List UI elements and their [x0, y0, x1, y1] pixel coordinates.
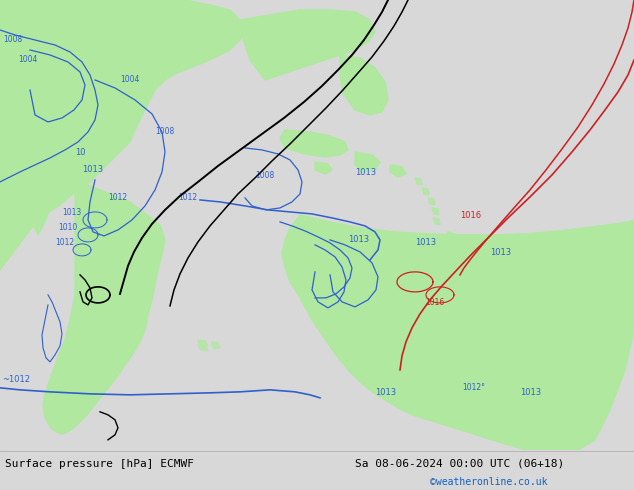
Text: 1013: 1013 — [490, 248, 511, 257]
Text: 1004: 1004 — [120, 75, 139, 84]
Polygon shape — [282, 215, 634, 450]
Polygon shape — [28, 165, 55, 235]
Text: 1012: 1012 — [108, 193, 127, 202]
Text: 1012°: 1012° — [462, 383, 485, 392]
Polygon shape — [433, 218, 440, 225]
Polygon shape — [390, 165, 406, 177]
Text: 1013: 1013 — [62, 208, 81, 217]
Text: 1013: 1013 — [375, 388, 396, 397]
Text: 1008: 1008 — [255, 171, 275, 180]
Text: 1013: 1013 — [348, 235, 369, 244]
Text: 1016: 1016 — [460, 211, 481, 220]
Polygon shape — [280, 130, 348, 157]
Polygon shape — [43, 180, 165, 434]
Polygon shape — [355, 152, 380, 172]
Text: 1013: 1013 — [415, 238, 436, 247]
Text: 1008: 1008 — [155, 127, 174, 136]
Polygon shape — [340, 55, 388, 115]
Polygon shape — [432, 208, 439, 215]
Text: 1004: 1004 — [18, 55, 37, 64]
Text: 1013: 1013 — [82, 165, 103, 174]
Polygon shape — [240, 10, 375, 80]
Polygon shape — [428, 198, 435, 205]
Text: 1016: 1016 — [425, 298, 444, 307]
Polygon shape — [212, 342, 220, 349]
Text: 1010: 1010 — [58, 223, 77, 232]
Text: 1012: 1012 — [178, 193, 197, 202]
Text: 1013: 1013 — [355, 168, 376, 177]
Text: ©weatheronline.co.uk: ©weatheronline.co.uk — [430, 477, 548, 487]
Polygon shape — [0, 0, 245, 270]
Text: 10: 10 — [75, 148, 86, 157]
Text: ~1012: ~1012 — [2, 375, 30, 384]
Text: 1008: 1008 — [3, 35, 22, 44]
Polygon shape — [415, 178, 422, 185]
Text: Surface pressure [hPa] ECMWF: Surface pressure [hPa] ECMWF — [5, 459, 194, 469]
Polygon shape — [315, 162, 332, 174]
Polygon shape — [198, 345, 208, 351]
Polygon shape — [198, 340, 208, 347]
Polygon shape — [422, 188, 429, 195]
Text: 1013: 1013 — [520, 388, 541, 397]
Polygon shape — [448, 232, 458, 241]
Text: Sa 08-06-2024 00:00 UTC (06+18): Sa 08-06-2024 00:00 UTC (06+18) — [355, 459, 564, 469]
Text: 1012: 1012 — [55, 238, 74, 247]
